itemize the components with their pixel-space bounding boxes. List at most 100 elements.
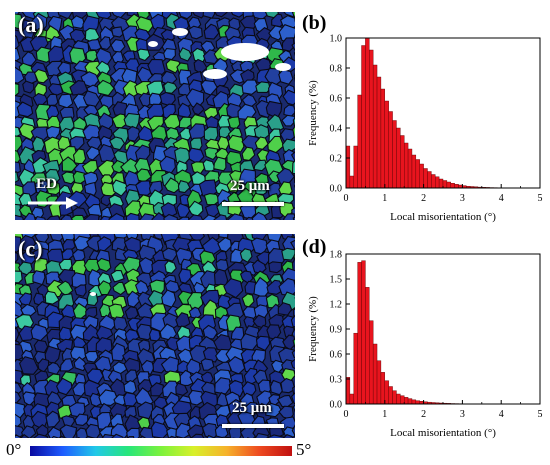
grain <box>291 424 295 437</box>
grain <box>15 66 25 84</box>
histogram-b-x-tick-label: 1 <box>382 193 387 204</box>
grain <box>58 93 74 109</box>
histogram-b-bar <box>411 154 417 189</box>
grain <box>108 136 126 151</box>
grain <box>45 410 61 428</box>
grain <box>202 299 220 320</box>
histogram-b-bar <box>431 174 436 189</box>
grain <box>230 12 248 18</box>
grain <box>281 114 295 127</box>
histogram-b-bar <box>435 176 440 189</box>
ed-direction-label: ED <box>36 176 57 192</box>
grain <box>73 235 92 251</box>
grain <box>291 349 295 359</box>
grain <box>22 80 35 94</box>
grain <box>213 156 227 172</box>
grain <box>161 247 178 262</box>
grain <box>16 101 34 118</box>
grain <box>15 126 22 138</box>
grain <box>268 217 281 220</box>
grain <box>282 213 295 220</box>
grain <box>290 239 295 251</box>
grain <box>243 367 259 384</box>
grain <box>292 404 295 413</box>
panel-tag-d: (d) <box>302 236 327 258</box>
grain <box>177 180 191 194</box>
grain <box>215 259 229 272</box>
grain <box>127 436 135 438</box>
grain <box>150 421 170 438</box>
histogram-d: 0 1 2 3 4 5 0.0 0.3 0.6 0.9 1.2 1.5 1.8 Local misorie… <box>307 250 543 440</box>
grain <box>188 389 205 406</box>
grain <box>282 89 295 106</box>
grain <box>46 93 59 107</box>
grain <box>150 382 164 397</box>
grain <box>33 433 48 438</box>
grain <box>51 435 61 438</box>
histogram-b-bar <box>415 159 420 189</box>
grain <box>292 216 295 220</box>
grain <box>136 323 154 341</box>
grain <box>293 173 295 184</box>
grain <box>140 359 155 376</box>
grain <box>15 83 20 97</box>
grain <box>21 51 37 67</box>
histogram-b-bar <box>349 175 354 189</box>
grain <box>23 212 36 220</box>
grain <box>164 177 182 194</box>
histogram-d-bar <box>353 332 358 405</box>
grain <box>110 269 125 283</box>
histogram-b-bar <box>438 178 444 189</box>
grain <box>254 432 269 438</box>
histogram-d-y-tick-label: 1.2 <box>330 300 343 311</box>
grain <box>244 401 260 416</box>
grain <box>108 212 125 220</box>
grain <box>188 214 204 220</box>
histogram-b-x-tick-label: 4 <box>499 193 504 204</box>
histogram-d-x-tick-label: 1 <box>382 409 387 420</box>
histogram-d-bar <box>380 372 385 405</box>
grain <box>97 236 112 252</box>
grain <box>84 350 99 363</box>
histogram-b-y-tick-label: 0.2 <box>330 154 343 165</box>
histogram-b-x-tick-label: 0 <box>344 193 349 204</box>
grain <box>251 211 268 220</box>
histogram-d-y-tick-label: 1.8 <box>330 250 343 261</box>
grain <box>45 181 61 196</box>
histogram-d-x-tick-label: 3 <box>460 409 465 420</box>
grain <box>32 270 46 286</box>
grain <box>86 291 99 307</box>
grain <box>175 312 191 328</box>
grain <box>111 26 124 38</box>
histogram-d-y-axis-label: Frequency (%) <box>307 296 319 362</box>
grain <box>226 180 241 194</box>
grain <box>112 281 127 296</box>
grain <box>148 328 161 342</box>
unindexed-region <box>221 43 269 61</box>
histogram-b-bar <box>369 49 374 189</box>
ed-arrow-icon <box>28 197 78 209</box>
grain <box>292 117 295 127</box>
histogram-d-bar <box>369 320 374 405</box>
histogram-b-bar <box>396 127 401 189</box>
grain <box>178 47 192 62</box>
histogram-d-y-tick-label: 0.9 <box>330 325 343 336</box>
histogram-b-bar <box>392 120 397 189</box>
grain <box>55 377 73 396</box>
histogram-b-bar <box>365 37 370 189</box>
grain <box>202 324 218 340</box>
histogram-b-y-tick-label: 0.0 <box>330 184 343 195</box>
histogram-b-bar <box>403 142 409 189</box>
grain <box>98 389 119 406</box>
grain <box>282 433 294 438</box>
grain <box>293 51 295 57</box>
grain <box>164 279 180 293</box>
histogram-d-bar <box>396 393 401 405</box>
grain <box>290 314 295 328</box>
histogram-d-bar <box>407 398 413 405</box>
histogram-d-x-tick-label: 2 <box>421 409 426 420</box>
grain <box>291 12 295 20</box>
grain <box>15 47 21 63</box>
histogram-b-bar <box>450 182 455 189</box>
histogram-b-y-tick-label: 1.0 <box>330 34 343 45</box>
